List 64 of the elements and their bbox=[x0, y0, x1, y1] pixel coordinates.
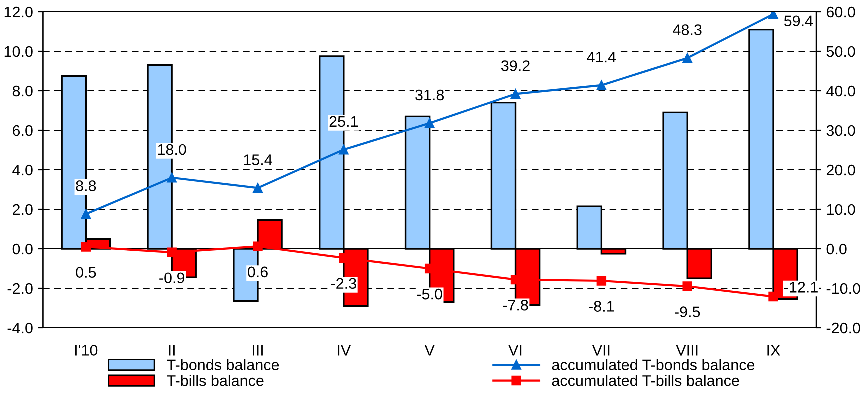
x-tick-label: III bbox=[253, 345, 263, 356]
point bbox=[596, 276, 607, 286]
data-label: -7.8 bbox=[503, 300, 528, 311]
legend-label: accumulated T-bonds balance bbox=[552, 359, 755, 371]
data-label: 18.0 bbox=[158, 144, 186, 156]
x-tick-label: I'10 bbox=[75, 345, 98, 356]
point bbox=[596, 80, 607, 90]
y2-tick-label: 60.0 bbox=[826, 6, 856, 18]
y-tick-label: 0.0 bbox=[12, 244, 33, 255]
x-tick-label: II bbox=[169, 345, 175, 356]
y-tick-label: 10.0 bbox=[4, 46, 33, 58]
point bbox=[682, 282, 692, 292]
x-tick-label: VIII bbox=[676, 345, 698, 356]
legend-label: accumulated T-bills balance bbox=[552, 375, 740, 386]
point bbox=[253, 183, 263, 194]
x-tick-label: V bbox=[424, 345, 435, 356]
data-label: -9.5 bbox=[675, 306, 700, 318]
y-tick-label: 6.0 bbox=[13, 125, 33, 136]
point bbox=[510, 89, 521, 100]
data-label: 41.4 bbox=[587, 52, 616, 63]
y-tick-label: 12.0 bbox=[4, 6, 33, 18]
y2-tick-label: -20.0 bbox=[826, 322, 860, 334]
data-label: 48.3 bbox=[673, 24, 702, 36]
x-tick-label: VI bbox=[508, 345, 522, 356]
legend-label: T-bills balance bbox=[167, 375, 264, 386]
data-label: -2.3 bbox=[331, 278, 356, 290]
x-tick-label: VII bbox=[592, 345, 610, 356]
y2-tick-label: -10.0 bbox=[826, 283, 860, 294]
point bbox=[167, 173, 177, 183]
y-tick-label: 8.0 bbox=[12, 86, 33, 97]
x-tick-label: IX bbox=[768, 345, 780, 356]
y2-tick-label: 20.0 bbox=[826, 164, 856, 176]
data-label: 25.1 bbox=[330, 116, 358, 128]
point bbox=[339, 144, 349, 155]
data-label: 0.6 bbox=[248, 266, 268, 278]
point bbox=[682, 53, 692, 64]
y-tick-label: 2.0 bbox=[13, 204, 33, 216]
data-label: 15.4 bbox=[244, 154, 272, 166]
point bbox=[167, 248, 177, 258]
data-label: 0.5 bbox=[76, 267, 96, 278]
point bbox=[768, 292, 778, 302]
legend-label: T-bonds balance bbox=[167, 359, 280, 371]
x-tick-label: IV bbox=[338, 345, 352, 356]
y2-tick-label: 50.0 bbox=[826, 46, 856, 58]
y2-tick-label: 0.0 bbox=[826, 244, 847, 255]
data-label: 59.4 bbox=[784, 16, 814, 27]
data-label: -8.1 bbox=[589, 301, 614, 312]
point bbox=[81, 242, 92, 252]
point bbox=[253, 242, 263, 252]
point bbox=[424, 118, 435, 128]
y-tick-label: -4.0 bbox=[8, 322, 33, 334]
y2-tick-label: 40.0 bbox=[826, 86, 856, 97]
y-tick-label: -2.0 bbox=[8, 283, 33, 294]
data-label: 31.8 bbox=[416, 90, 444, 101]
data-label: -12.1 bbox=[784, 282, 818, 293]
y-tick-label: 4.0 bbox=[12, 164, 33, 176]
data-label: -0.9 bbox=[160, 272, 185, 284]
point bbox=[768, 12, 778, 20]
point bbox=[81, 209, 92, 220]
data-label: 39.2 bbox=[501, 60, 530, 72]
y2-tick-label: 30.0 bbox=[826, 125, 856, 136]
data-label: -5.0 bbox=[417, 288, 442, 300]
y2-tick-label: 10.0 bbox=[827, 204, 856, 216]
data-label: 8.8 bbox=[76, 180, 96, 192]
